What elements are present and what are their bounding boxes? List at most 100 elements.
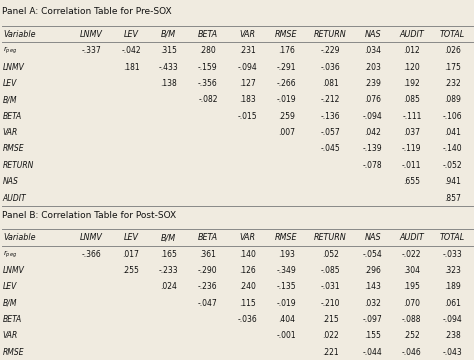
Text: B/M: B/M	[3, 299, 18, 308]
Text: -.094: -.094	[237, 63, 257, 72]
Text: -.136: -.136	[320, 112, 340, 121]
Text: .024: .024	[160, 282, 177, 291]
Text: .017: .017	[123, 249, 139, 258]
Text: LNMV: LNMV	[3, 63, 25, 72]
Text: -.031: -.031	[320, 282, 340, 291]
Text: -.111: -.111	[402, 112, 421, 121]
Text: .323: .323	[444, 266, 461, 275]
Text: RMSE: RMSE	[3, 144, 25, 153]
Text: LNMV: LNMV	[3, 266, 25, 275]
Text: .195: .195	[403, 282, 420, 291]
Text: BETA: BETA	[198, 30, 218, 39]
Text: .203: .203	[364, 63, 381, 72]
Text: -.047: -.047	[198, 299, 218, 308]
Text: .037: .037	[403, 128, 420, 137]
Text: -.019: -.019	[276, 299, 296, 308]
Text: .120: .120	[403, 63, 420, 72]
Text: .115: .115	[239, 299, 255, 308]
Text: .042: .042	[364, 128, 381, 137]
Text: .215: .215	[322, 315, 338, 324]
Text: .076: .076	[364, 95, 381, 104]
Text: -.001: -.001	[276, 332, 296, 341]
Text: NAS: NAS	[365, 233, 381, 242]
Text: .089: .089	[444, 95, 461, 104]
Text: -.036: -.036	[237, 315, 257, 324]
Text: .032: .032	[364, 299, 381, 308]
Text: -.356: -.356	[198, 79, 218, 88]
Text: .189: .189	[444, 282, 461, 291]
Text: -.036: -.036	[320, 63, 340, 72]
Text: .041: .041	[444, 128, 461, 137]
Text: .404: .404	[278, 315, 295, 324]
Text: .138: .138	[160, 79, 177, 88]
Text: LNMV: LNMV	[80, 30, 103, 39]
Text: -.094: -.094	[363, 112, 383, 121]
Text: LEV: LEV	[3, 79, 17, 88]
Text: RETURN: RETURN	[314, 233, 346, 242]
Text: -.236: -.236	[198, 282, 218, 291]
Text: .238: .238	[444, 332, 461, 341]
Text: -.033: -.033	[443, 249, 463, 258]
Text: B/M: B/M	[161, 233, 176, 242]
Text: .085: .085	[403, 95, 420, 104]
Text: -.140: -.140	[443, 144, 463, 153]
Text: .255: .255	[123, 266, 139, 275]
Text: VAR: VAR	[239, 233, 255, 242]
Text: .012: .012	[403, 46, 420, 55]
Text: -.042: -.042	[121, 46, 141, 55]
Text: B/M: B/M	[3, 95, 18, 104]
Text: -.212: -.212	[320, 95, 340, 104]
Text: .181: .181	[123, 63, 139, 72]
Text: LEV: LEV	[3, 282, 17, 291]
Text: .655: .655	[403, 177, 420, 186]
Text: .239: .239	[364, 79, 381, 88]
Text: .304: .304	[403, 266, 420, 275]
Text: .155: .155	[364, 332, 381, 341]
Text: BETA: BETA	[3, 112, 22, 121]
Text: -.045: -.045	[320, 144, 340, 153]
Text: RETURN: RETURN	[314, 30, 346, 39]
Text: .232: .232	[444, 79, 461, 88]
Text: -.094: -.094	[443, 315, 463, 324]
Text: Panel A: Correlation Table for Pre-SOX: Panel A: Correlation Table for Pre-SOX	[2, 7, 172, 16]
Text: .007: .007	[278, 128, 295, 137]
Text: -.057: -.057	[320, 128, 340, 137]
Text: .183: .183	[239, 95, 255, 104]
Text: -.139: -.139	[363, 144, 383, 153]
Text: .126: .126	[239, 266, 255, 275]
Text: .221: .221	[322, 348, 338, 357]
Text: $r_{peg}$: $r_{peg}$	[3, 45, 17, 57]
Text: -.052: -.052	[443, 161, 463, 170]
Text: -.119: -.119	[402, 144, 421, 153]
Text: .026: .026	[444, 46, 461, 55]
Text: RMSE: RMSE	[3, 348, 25, 357]
Text: .143: .143	[364, 282, 381, 291]
Text: Variable: Variable	[3, 30, 36, 39]
Text: .240: .240	[239, 282, 255, 291]
Text: .061: .061	[444, 299, 461, 308]
Text: -.022: -.022	[402, 249, 421, 258]
Text: .296: .296	[364, 266, 381, 275]
Text: -.085: -.085	[320, 266, 340, 275]
Text: -.135: -.135	[276, 282, 296, 291]
Text: AUDIT: AUDIT	[400, 233, 424, 242]
Text: .127: .127	[239, 79, 255, 88]
Text: .231: .231	[239, 46, 255, 55]
Text: -.043: -.043	[443, 348, 463, 357]
Text: -.046: -.046	[402, 348, 422, 357]
Text: .070: .070	[403, 299, 420, 308]
Text: -.054: -.054	[363, 249, 383, 258]
Text: -.082: -.082	[198, 95, 218, 104]
Text: NAS: NAS	[365, 30, 381, 39]
Text: .280: .280	[200, 46, 216, 55]
Text: -.106: -.106	[443, 112, 463, 121]
Text: .022: .022	[322, 332, 338, 341]
Text: .857: .857	[444, 194, 461, 203]
Text: -.349: -.349	[276, 266, 296, 275]
Text: NAS: NAS	[3, 177, 18, 186]
Text: .081: .081	[322, 79, 338, 88]
Text: Panel B: Correlation Table for Post-SOX: Panel B: Correlation Table for Post-SOX	[2, 211, 176, 220]
Text: -.291: -.291	[277, 63, 296, 72]
Text: $r_{peg}$: $r_{peg}$	[3, 248, 17, 260]
Text: .941: .941	[444, 177, 461, 186]
